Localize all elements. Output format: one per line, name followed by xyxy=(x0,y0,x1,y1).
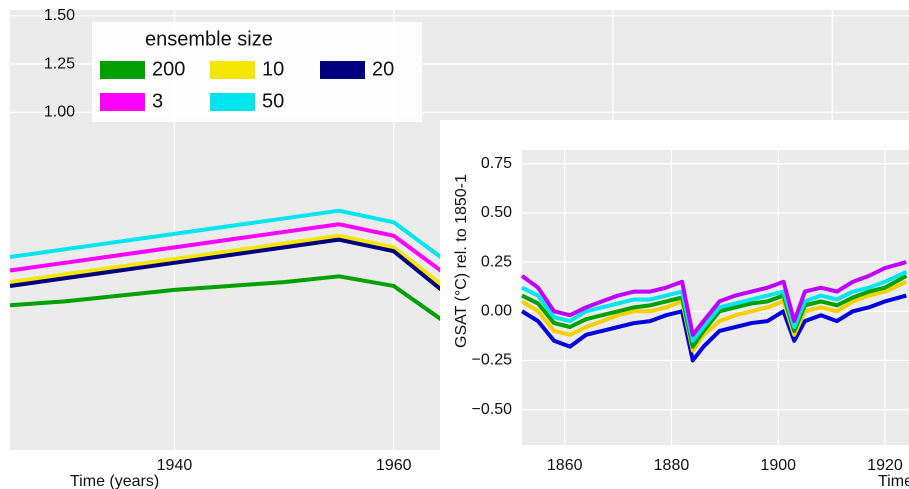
legend-label: 20 xyxy=(372,58,394,80)
legend-swatch xyxy=(100,61,145,79)
x-tick-label: 1880 xyxy=(654,457,690,474)
y-tick-label: 0.50 xyxy=(481,204,512,221)
legend-label: 3 xyxy=(152,90,163,112)
plot-group xyxy=(520,150,909,445)
y-tick-label: 1.00 xyxy=(44,103,75,120)
x-axis-label: Time (years) xyxy=(70,473,159,489)
legend-label: 200 xyxy=(152,58,185,80)
x-tick-label: 1960 xyxy=(376,457,412,474)
legend-box xyxy=(92,22,422,122)
series-line xyxy=(520,260,907,337)
x-tick-label: 1940 xyxy=(157,457,193,474)
y-tick-label: −0.50 xyxy=(472,401,513,418)
legend-swatch xyxy=(210,93,255,111)
legend-label: 50 xyxy=(262,90,284,112)
legend-swatch xyxy=(100,93,145,111)
y-tick-label: 0.00 xyxy=(481,302,512,319)
x-tick-label: 1860 xyxy=(547,457,583,474)
y-tick-label: 1.50 xyxy=(44,7,75,24)
series-line xyxy=(521,270,908,343)
legend-title: ensemble size xyxy=(145,28,273,50)
y-tick-label: 1.25 xyxy=(44,55,75,72)
legend-label: 10 xyxy=(262,58,284,80)
x-axis-label: Time (years) xyxy=(878,473,909,489)
series-line xyxy=(521,274,908,349)
legend-swatch xyxy=(210,61,255,79)
y-tick-label: 0.75 xyxy=(481,155,512,172)
series-line xyxy=(520,279,908,353)
series-line xyxy=(520,293,907,363)
x-tick-label: 1920 xyxy=(867,457,903,474)
y-tick-label: −0.25 xyxy=(472,352,513,369)
legend-swatch xyxy=(320,61,365,79)
y-axis-label: GSAT (°C) rel. to 1850-1 xyxy=(453,174,470,348)
y-tick-label: 0.25 xyxy=(481,253,512,270)
x-tick-label: 1900 xyxy=(760,457,796,474)
